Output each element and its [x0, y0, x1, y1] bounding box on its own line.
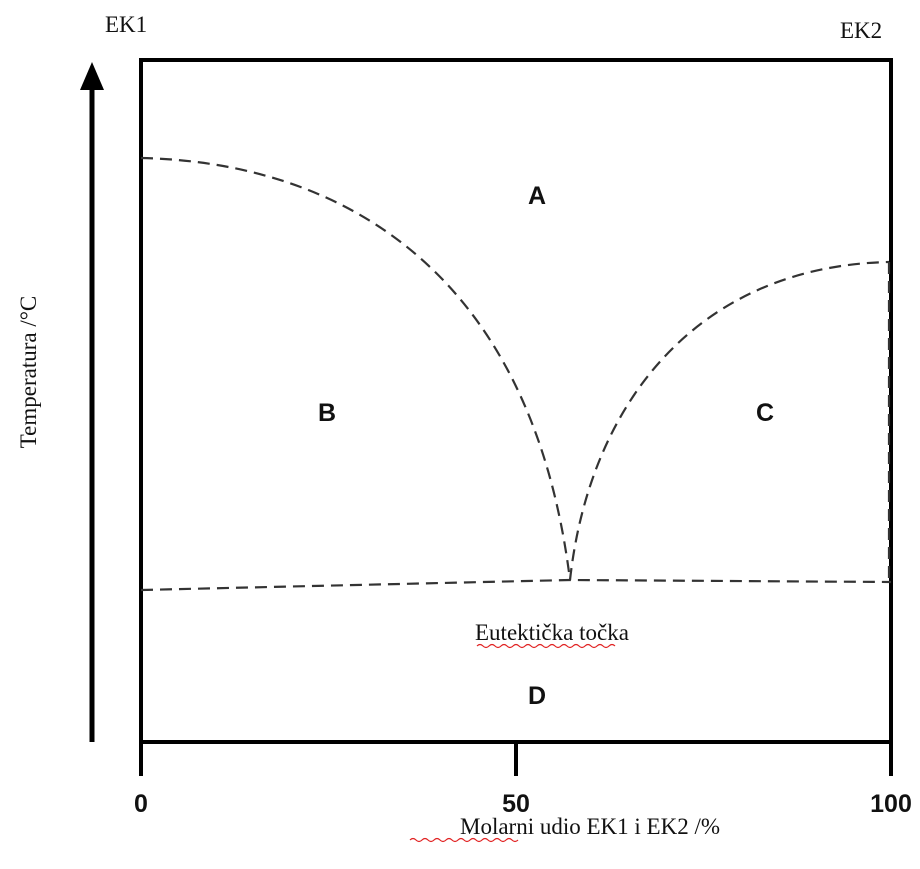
eutectic-label: Eutektička točka — [475, 620, 629, 645]
x-tick-label: 100 — [870, 790, 912, 818]
corner-label: EK1 — [105, 12, 147, 37]
spell-underline — [409, 837, 519, 843]
x-tick-label: 50 — [502, 790, 530, 818]
liquidus-left — [140, 156, 572, 581]
region-label: C — [756, 399, 774, 427]
region-label: B — [318, 399, 336, 427]
x-tick-label: 0 — [134, 790, 148, 818]
solidus-line — [140, 578, 892, 592]
region-label: A — [528, 182, 546, 210]
region-label: D — [528, 682, 546, 710]
y-axis-label: Temperatura /°C — [16, 296, 41, 449]
liquidus-right — [568, 260, 890, 581]
corner-label: EK2 — [840, 18, 882, 43]
arrow-head — [80, 62, 104, 90]
spell-underline — [476, 643, 616, 649]
x-axis-label: Molarni udio EK1 i EK2 /% — [460, 814, 720, 839]
